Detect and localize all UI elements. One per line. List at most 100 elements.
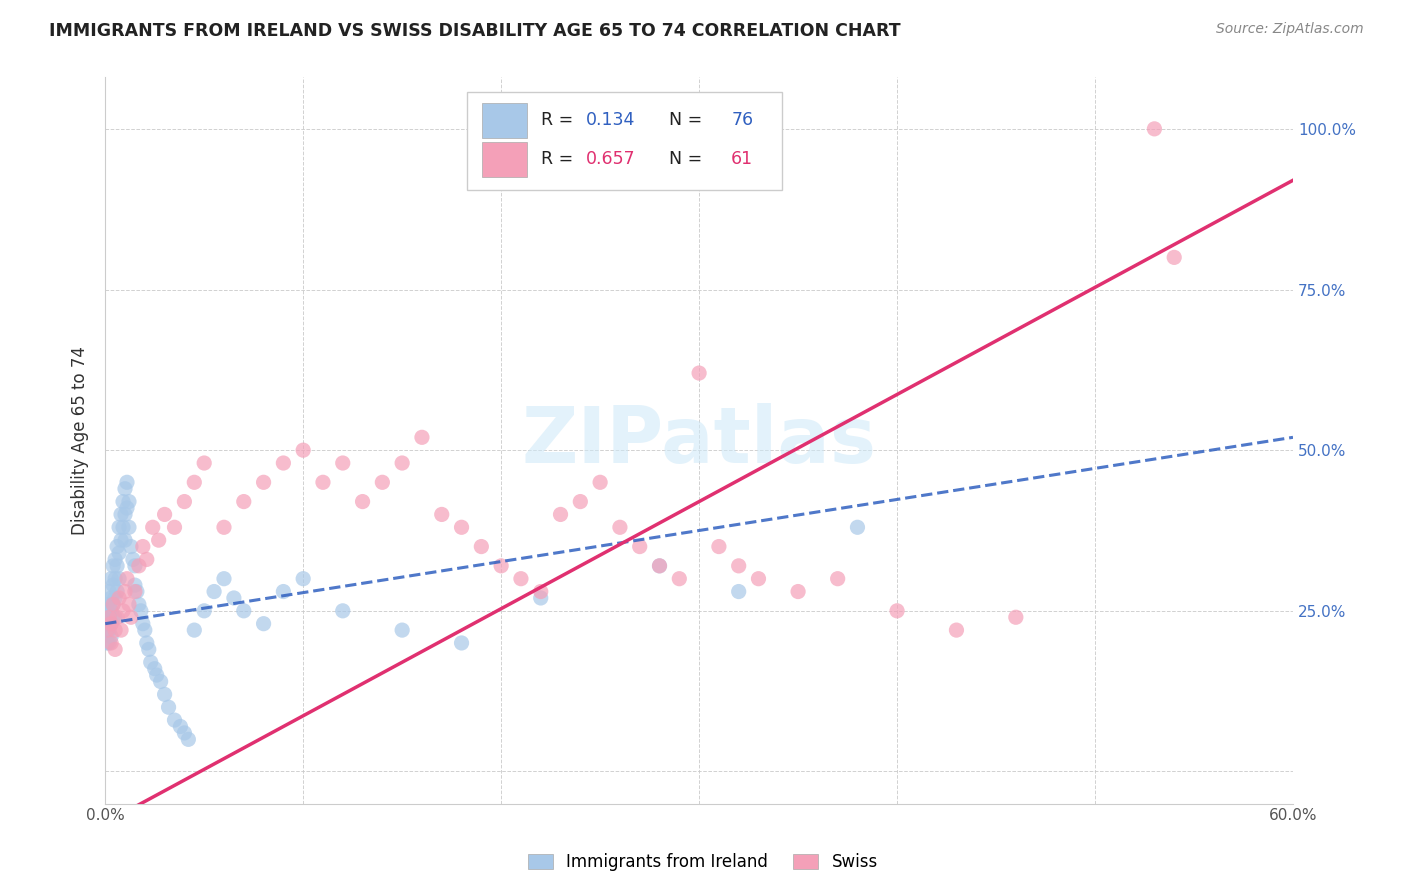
Point <box>100 572 122 586</box>
Point <box>153 687 176 701</box>
Point <box>125 584 148 599</box>
Point <box>1143 121 1166 136</box>
Point <box>391 456 413 470</box>
Point <box>115 572 138 586</box>
Point <box>100 616 122 631</box>
Text: 61: 61 <box>731 151 754 169</box>
Point <box>96 604 118 618</box>
Point <box>157 700 180 714</box>
Legend: Immigrants from Ireland, Swiss: Immigrants from Ireland, Swiss <box>520 845 886 880</box>
Point <box>108 572 131 586</box>
Point <box>132 616 155 631</box>
Point <box>886 604 908 618</box>
Point <box>688 366 710 380</box>
Point <box>96 616 118 631</box>
Text: R =: R = <box>541 151 579 169</box>
Point <box>104 642 127 657</box>
Point <box>411 430 433 444</box>
Text: 0.134: 0.134 <box>586 112 636 129</box>
Point <box>104 623 127 637</box>
FancyBboxPatch shape <box>467 92 782 190</box>
Point <box>163 520 186 534</box>
Point <box>100 604 122 618</box>
Point <box>112 520 135 534</box>
Point <box>148 533 170 548</box>
Point <box>149 674 172 689</box>
Point <box>108 546 131 560</box>
Point <box>212 520 235 534</box>
Point <box>312 475 335 490</box>
Point <box>98 598 121 612</box>
Point <box>173 494 195 508</box>
Point <box>132 540 155 554</box>
Point <box>98 610 121 624</box>
Point <box>105 558 128 573</box>
Point <box>332 604 354 618</box>
Point <box>101 558 124 573</box>
Point <box>101 578 124 592</box>
Point <box>110 508 132 522</box>
Point <box>273 584 295 599</box>
Point <box>232 494 254 508</box>
Point <box>96 636 118 650</box>
Point <box>104 610 127 624</box>
Point <box>292 572 315 586</box>
Text: N =: N = <box>658 112 707 129</box>
FancyBboxPatch shape <box>482 142 527 177</box>
Point <box>143 662 166 676</box>
Point <box>105 540 128 554</box>
Point <box>569 494 592 508</box>
Point <box>100 591 122 605</box>
Point <box>707 540 730 554</box>
Point <box>609 520 631 534</box>
Point <box>98 636 121 650</box>
Point <box>846 520 869 534</box>
Point <box>98 610 121 624</box>
Point <box>169 719 191 733</box>
Text: ZIPatlas: ZIPatlas <box>522 402 876 478</box>
Point <box>101 610 124 624</box>
Point <box>352 494 374 508</box>
Point <box>252 475 274 490</box>
Point <box>122 552 145 566</box>
Point <box>114 508 136 522</box>
Point <box>173 726 195 740</box>
Point <box>104 552 127 566</box>
Point <box>550 508 572 522</box>
Point <box>273 456 295 470</box>
Point <box>108 591 131 605</box>
Point <box>104 591 127 605</box>
Point <box>124 558 146 573</box>
Point <box>138 642 160 657</box>
Point <box>124 578 146 592</box>
Point <box>139 655 162 669</box>
Text: 0.657: 0.657 <box>586 151 636 169</box>
Point <box>112 494 135 508</box>
Point <box>332 456 354 470</box>
Point <box>489 558 512 573</box>
Point <box>177 732 200 747</box>
Point <box>727 584 749 599</box>
Point <box>628 540 651 554</box>
Point <box>96 623 118 637</box>
Point <box>145 668 167 682</box>
Point <box>98 623 121 637</box>
Point <box>450 520 472 534</box>
Point <box>222 591 245 605</box>
Point <box>135 552 157 566</box>
Point <box>827 572 849 586</box>
Point <box>110 533 132 548</box>
Point <box>193 456 215 470</box>
Point <box>101 598 124 612</box>
Point <box>193 604 215 618</box>
FancyBboxPatch shape <box>482 103 527 137</box>
Point <box>135 636 157 650</box>
Point <box>727 558 749 573</box>
Point <box>115 501 138 516</box>
Point <box>183 623 205 637</box>
Point <box>124 584 146 599</box>
Point <box>470 540 492 554</box>
Point <box>202 584 225 599</box>
Point <box>118 598 141 612</box>
Point <box>232 604 254 618</box>
